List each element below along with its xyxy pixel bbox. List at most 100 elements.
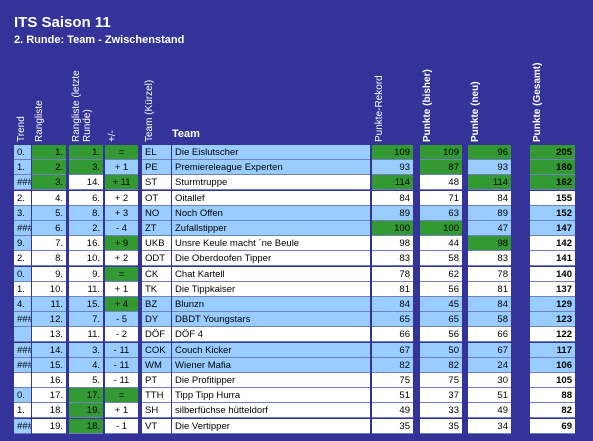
table-cell: Chat Kartell (172, 266, 370, 282)
table-cell: 63 (420, 205, 462, 221)
table-cell (14, 327, 31, 343)
table-cell: UKB (142, 236, 171, 252)
table-cell: 66 (468, 327, 511, 343)
table-cell: 84 (468, 190, 511, 206)
table-cell: 65 (372, 312, 413, 328)
table-cell: 93 (372, 160, 413, 176)
column-header: +/- (107, 130, 118, 142)
table-cell: 11. (32, 297, 66, 312)
table-cell: 51 (372, 388, 413, 404)
table-cell: 6. (32, 221, 66, 236)
table-cell: 62 (420, 266, 462, 282)
table-cell: 35 (372, 418, 413, 434)
table-cell: 7. (32, 236, 66, 252)
column-header: Rangliste (letzte Runde) (71, 70, 93, 142)
table-cell: 45 (420, 297, 462, 312)
table-cell: 2. (14, 190, 31, 206)
table-cell: 2. (69, 221, 103, 236)
table-cell: ### (14, 418, 31, 434)
table-cell: 19. (32, 418, 66, 434)
table-cell: DÖF (142, 327, 171, 343)
table-cell: 9. (69, 266, 103, 282)
table-cell: Noch Offen (172, 205, 370, 221)
table-cell: = (105, 388, 138, 404)
table-cell: - 5 (105, 312, 138, 328)
table-cell: 66 (372, 327, 413, 343)
table-cell: 162 (530, 175, 575, 191)
column-header: Punkte-Rekord (374, 75, 385, 142)
table-cell: 82 (530, 403, 575, 419)
table-cell: Die Eislutscher (172, 145, 370, 160)
table-cell: 84 (468, 297, 511, 312)
subtitle: 2. Runde: Team - Zwischenstand (14, 34, 185, 46)
table-cell: 71 (420, 190, 462, 206)
table-cell: - 4 (105, 221, 138, 236)
table-cell: 81 (468, 281, 511, 297)
table-cell: 12. (32, 312, 66, 328)
table-cell: TK (142, 281, 171, 297)
column-header: Punkte (neu) (470, 81, 481, 142)
table-cell: Couch Kicker (172, 342, 370, 358)
table-cell: 5. (32, 205, 66, 221)
table-cell: 100 (420, 221, 462, 236)
table-cell: 8. (32, 251, 66, 267)
table-cell: Die Profitipper (172, 373, 370, 388)
table-cell: 123 (530, 312, 575, 328)
table-cell: - 1 (105, 418, 138, 434)
table-cell: 96 (468, 145, 511, 160)
column-header: Trend (16, 116, 27, 142)
table-cell: 24 (468, 357, 511, 373)
table-cell: ### (14, 357, 31, 373)
table-cell: 58 (468, 312, 511, 328)
table-cell: ### (14, 342, 31, 358)
table-cell: 117 (530, 342, 575, 358)
table-cell: = (105, 266, 138, 282)
table-cell: 17. (32, 388, 66, 404)
table-cell: 2. (14, 251, 31, 267)
table-cell: 37 (420, 388, 462, 404)
table-cell: 19. (69, 403, 103, 419)
column-header: Team (Kürzel) (144, 79, 155, 142)
table-cell: VT (142, 418, 171, 434)
table-cell: 75 (372, 373, 413, 388)
table-cell: DÖF 4 (172, 327, 370, 343)
table-cell: 30 (468, 373, 511, 388)
table-cell: 11. (69, 281, 103, 297)
column-header: Punkte (bisher) (422, 69, 433, 142)
table-cell: 122 (530, 327, 575, 343)
table-cell: ODT (142, 251, 171, 267)
table-cell: 4. (69, 357, 103, 373)
table-cell: 147 (530, 221, 575, 236)
table-cell: 34 (468, 418, 511, 434)
table-cell: + 11 (105, 175, 138, 191)
table-cell: 1. (69, 145, 103, 160)
table-cell: 105 (530, 373, 575, 388)
table-cell: TTH (142, 388, 171, 404)
table-cell: Die Tippkaiser (172, 281, 370, 297)
table-cell: 44 (420, 236, 462, 252)
table-cell: 0. (14, 145, 31, 160)
table-cell: 0. (14, 388, 31, 404)
table-cell: 16. (69, 236, 103, 252)
table-cell: 15. (69, 297, 103, 312)
table-cell: 11. (69, 327, 103, 343)
table-cell: 4. (32, 190, 66, 206)
table-cell: 78 (372, 266, 413, 282)
table-cell: 180 (530, 160, 575, 176)
table-cell: Sturmtruppe (172, 175, 370, 191)
table-cell: 205 (530, 145, 575, 160)
table-cell: 0. (14, 266, 31, 282)
table-cell: 56 (420, 327, 462, 343)
table-cell: 10. (69, 251, 103, 267)
table-cell: 2. (32, 160, 66, 176)
table-cell: COK (142, 342, 171, 358)
table-cell: ### (14, 312, 31, 328)
table-cell: 78 (468, 266, 511, 282)
table-cell: 82 (420, 357, 462, 373)
table-cell: 88 (530, 388, 575, 404)
table-cell: 140 (530, 266, 575, 282)
table-cell: 81 (372, 281, 413, 297)
table-cell: 100 (372, 221, 413, 236)
table-cell: 7. (69, 312, 103, 328)
